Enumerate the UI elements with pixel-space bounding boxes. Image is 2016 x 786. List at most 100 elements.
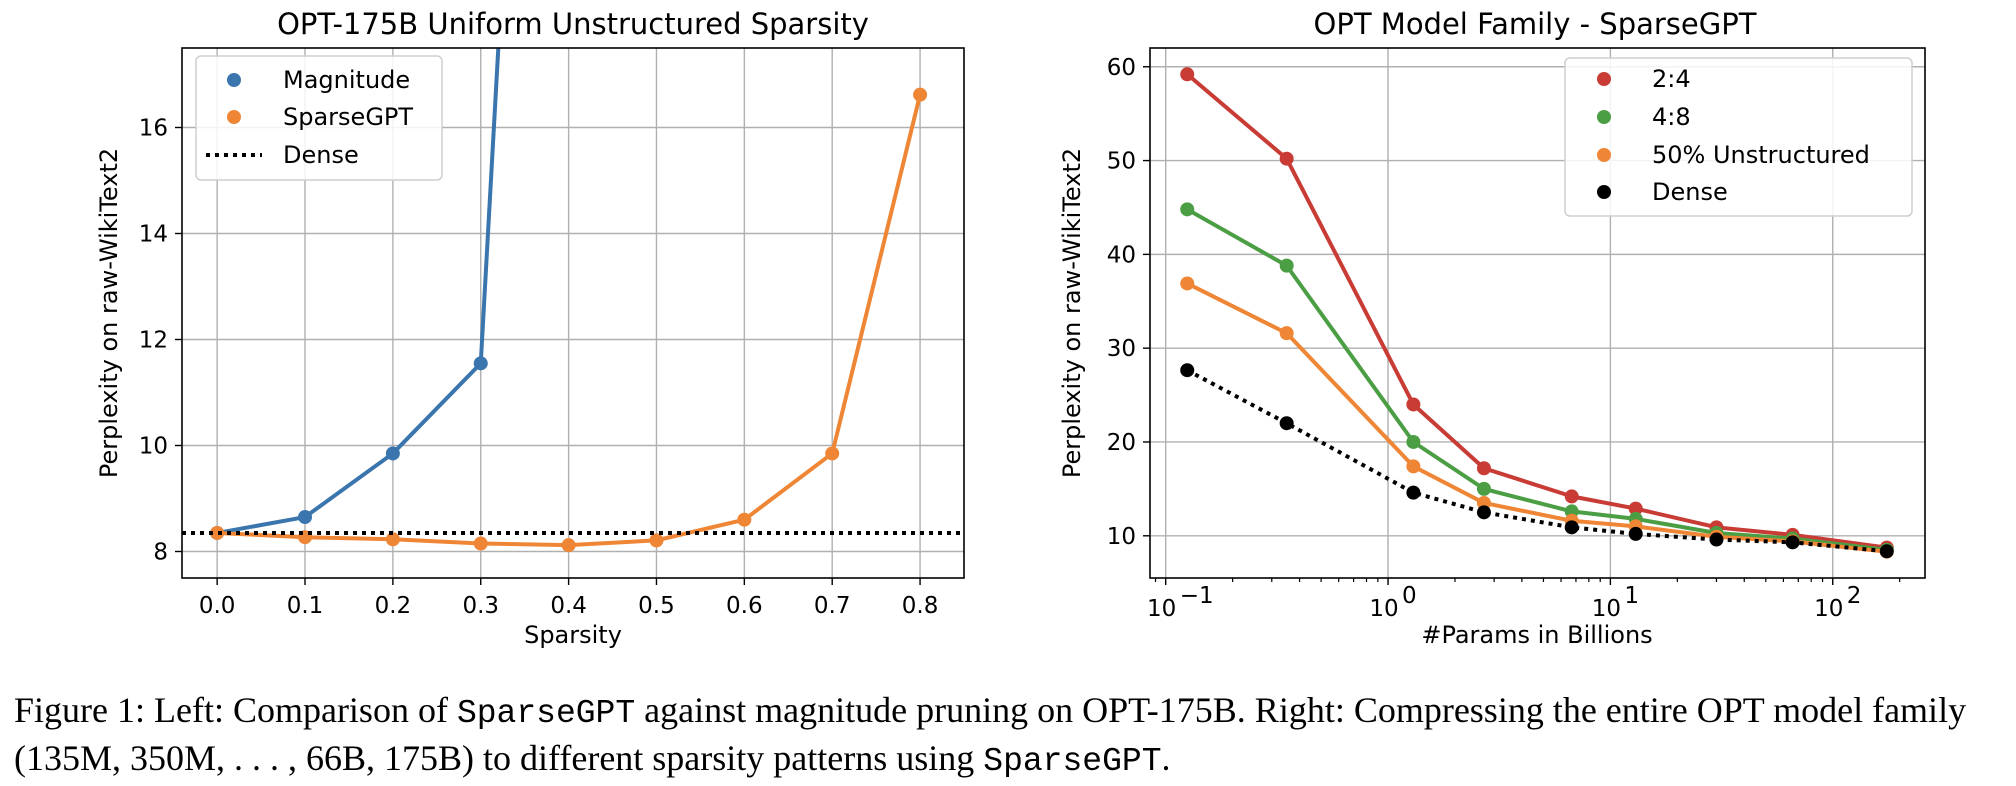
data-point-sparsegpt: [210, 525, 225, 540]
data-point-dense: [1180, 363, 1195, 378]
data-point-magnitude: [298, 510, 313, 525]
left-x-ticks: 0.0 0.1 0.2 0.3 0.4 0.5 0.6 0.7 0.8: [199, 578, 938, 619]
right-y-tick-label: 60: [1107, 55, 1136, 81]
data-point-4-8: [1406, 434, 1421, 449]
data-point-magnitude: [385, 446, 400, 461]
left-y-ticks: 8 10 12 14 16: [139, 116, 182, 566]
data-point-50-unstructured: [1279, 326, 1294, 341]
data-point-2-4: [1628, 501, 1643, 516]
right-legend: 2:4 4:8 50% Unstructured Dense: [1564, 57, 1913, 217]
left-y-tick-label: 8: [153, 540, 168, 566]
legend-label-4-8: 4:8: [1652, 103, 1691, 131]
right-x-tick-label: 10: [1147, 596, 1176, 622]
right-x-axis-label: #Params in Billions: [1421, 621, 1652, 649]
data-point-2-4: [1476, 461, 1491, 476]
left-x-tick-label: 0.4: [550, 593, 587, 619]
data-point-2-4: [1279, 151, 1294, 166]
right-legend-box: [1564, 57, 1913, 217]
legend-marker-4-8: [1597, 110, 1611, 124]
right-x-tick-label: 10: [1814, 596, 1843, 622]
data-point-sparsegpt: [561, 538, 576, 553]
data-point-50-unstructured: [1406, 459, 1421, 474]
right-y-tick-label: 40: [1107, 242, 1136, 268]
left-x-tick-label: 0.3: [462, 593, 499, 619]
data-point-50-unstructured: [1180, 276, 1195, 291]
left-y-tick-label: 12: [139, 328, 168, 354]
series-line-dense: [1186, 368, 1887, 554]
data-point-sparsegpt: [385, 532, 400, 547]
right-plot-frame: [1149, 47, 1926, 579]
data-point-sparsegpt: [825, 446, 840, 461]
left-chart-title: OPT-175B Uniform Unstructured Sparsity: [277, 7, 869, 41]
data-point-2-4: [1564, 489, 1579, 504]
right-y-tick-label: 50: [1107, 149, 1136, 175]
legend-label-dense-right: Dense: [1652, 178, 1728, 206]
caption-text-2: against magnitude pruning on OPT-175B. R…: [14, 690, 1967, 778]
right-y-tick-label: 10: [1107, 524, 1136, 550]
left-y-axis-label: Perplexity on raw-WikiText2: [95, 148, 123, 478]
data-point-sparsegpt: [737, 512, 752, 527]
legend-marker-50-unstructured: [1597, 148, 1611, 162]
series-line-50-unstructured: [1186, 281, 1887, 554]
left-y-tick-label: 10: [139, 434, 168, 460]
right-x-tick-label: 10: [1592, 596, 1621, 622]
right-y-tick-label: 30: [1107, 336, 1136, 362]
data-point-magnitude: [473, 356, 488, 371]
caption-text-3: .: [1161, 738, 1171, 778]
legend-marker-sparsegpt: [227, 110, 241, 124]
left-legend-box: [195, 55, 443, 181]
right-chart: OPT Model Family - SparseGPT 10 −1 10 0 10 1 1…: [1058, 7, 1926, 649]
left-x-tick-label: 0.8: [902, 593, 939, 619]
data-point-dense: [1709, 532, 1724, 547]
left-plot-frame: [181, 47, 965, 579]
left-x-tick-label: 0.0: [199, 593, 236, 619]
left-x-tick-label: 0.5: [638, 593, 675, 619]
left-series: [182, 47, 964, 553]
right-x-tick-label: 10: [1369, 596, 1398, 622]
legend-marker-dense: [1597, 185, 1611, 199]
legend-label-50-unstructured: 50% Unstructured: [1652, 141, 1870, 169]
left-x-axis-label: Sparsity: [524, 621, 622, 649]
caption-code-2: SparseGPT: [983, 743, 1162, 780]
figure-canvas: OPT-175B Uniform Unstructured Sparsity 0…: [95, 7, 1926, 649]
legend-label-magnitude: Magnitude: [283, 66, 410, 94]
data-point-4-8: [1279, 258, 1294, 273]
data-point-dense: [1406, 485, 1421, 500]
data-point-sparsegpt: [913, 87, 928, 102]
left-x-tick-label: 0.1: [287, 593, 324, 619]
right-x-tick-exponent: 0: [1402, 583, 1417, 609]
data-point-2-4: [1406, 397, 1421, 412]
left-y-tick-label: 16: [139, 116, 168, 142]
right-y-axis-label: Perplexity on raw-WikiText2: [1058, 148, 1086, 478]
left-chart: OPT-175B Uniform Unstructured Sparsity 0…: [95, 7, 965, 649]
right-x-tick-exponent: 2: [1847, 583, 1862, 609]
right-y-ticks: 10 20 30 40 50 60: [1107, 55, 1150, 550]
legend-marker-magnitude: [227, 73, 241, 87]
left-y-tick-label: 14: [139, 222, 168, 248]
left-legend: Magnitude SparseGPT Dense: [195, 55, 443, 181]
data-point-dense: [1879, 544, 1894, 559]
data-point-dense: [1564, 520, 1579, 535]
data-point-sparsegpt: [649, 533, 664, 548]
right-x-tick-exponent: −1: [1180, 583, 1214, 609]
data-point-sparsegpt: [473, 536, 488, 551]
caption-code-1: SparseGPT: [456, 695, 636, 732]
left-x-tick-label: 0.2: [375, 593, 412, 619]
data-point-4-8: [1180, 202, 1195, 217]
right-x-ticks: 10 −1 10 0 10 1 10 2: [1147, 578, 1901, 622]
data-point-2-4: [1180, 67, 1195, 82]
left-x-tick-label: 0.6: [726, 593, 763, 619]
legend-label-dense: Dense: [283, 141, 359, 169]
left-x-tick-label: 0.7: [814, 593, 851, 619]
right-chart-title: OPT Model Family - SparseGPT: [1314, 7, 1757, 41]
data-point-dense: [1628, 526, 1643, 541]
right-series: [1180, 67, 1894, 559]
series-line-4-8: [1186, 207, 1888, 552]
figure-caption: Figure 1: Left: Comparison of SparseGPT …: [14, 688, 2009, 784]
legend-label-sparsegpt: SparseGPT: [283, 103, 413, 131]
legend-marker-2-4: [1597, 72, 1611, 86]
right-y-tick-label: 20: [1107, 430, 1136, 456]
data-point-dense: [1279, 416, 1294, 431]
data-point-dense: [1785, 535, 1800, 550]
left-grid: [182, 48, 964, 578]
